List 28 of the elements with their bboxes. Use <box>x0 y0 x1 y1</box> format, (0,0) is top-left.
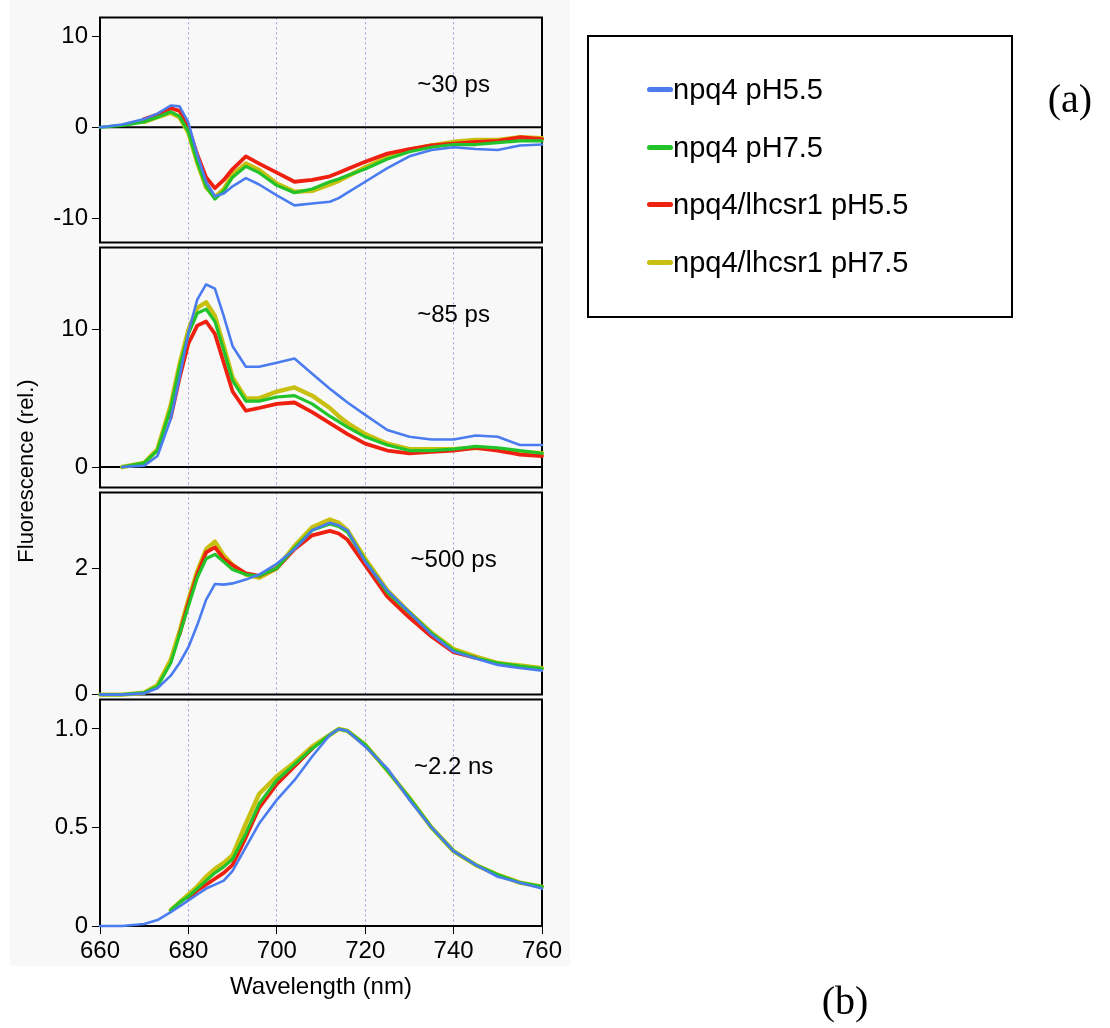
x-tick-label: 720 <box>345 936 386 964</box>
y-tick-label: 10 <box>61 21 88 49</box>
y-tick-label: 0.5 <box>54 812 88 840</box>
x-tick-label: 740 <box>433 936 474 964</box>
y-tick-label: -10 <box>53 202 88 230</box>
annotation: ~85 ps <box>417 300 490 328</box>
y-tick-label: 0 <box>74 111 88 139</box>
legend-label: npq4 pH5.5 <box>673 73 823 107</box>
x-tick-label: 680 <box>168 936 209 964</box>
annotation: ~500 ps <box>410 545 497 573</box>
y-tick-label: 10 <box>61 314 88 342</box>
y-tick-label: 0 <box>74 679 88 707</box>
legend-label: npq4/lhcsr1 pH5.5 <box>673 188 909 222</box>
legend-label: npq4 pH7.5 <box>673 130 823 164</box>
x-tick-label: 760 <box>521 936 563 964</box>
text: (a) <box>1047 74 1093 122</box>
legend-label: npq4/lhcsr1 pH7.5 <box>673 245 909 279</box>
x-tick-label: 660 <box>79 936 121 964</box>
annotation: ~2.2 ns <box>413 752 494 780</box>
y-tick-label: 1.0 <box>54 713 88 741</box>
y-tick-label: 0 <box>74 451 88 479</box>
y-tick-label: 0 <box>74 910 88 938</box>
annotation: ~30 ps <box>417 70 490 98</box>
y-tick-label: 2 <box>74 552 88 580</box>
x-tick-label: 700 <box>256 936 297 964</box>
text: (b) <box>821 976 869 1024</box>
y-axis-title: Fluorescence (rel.) <box>13 378 39 563</box>
x-axis-title: Wavelength (nm) <box>230 972 412 1000</box>
